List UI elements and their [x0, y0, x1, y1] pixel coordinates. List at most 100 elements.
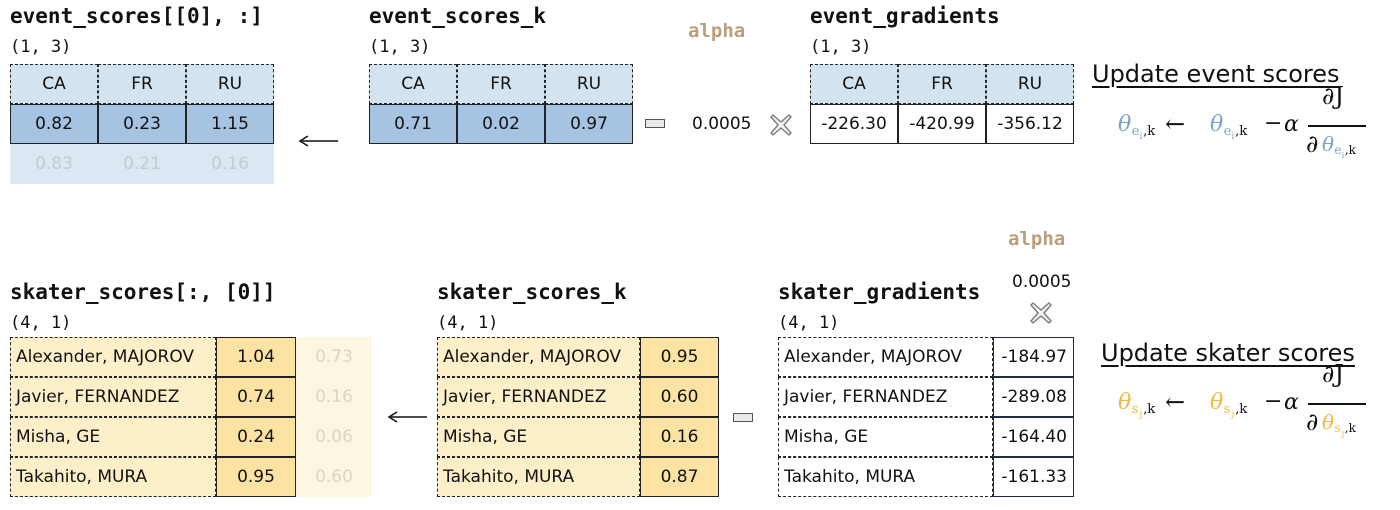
theta-denominator-index: i — [1341, 149, 1345, 160]
value-cell: 0.95 — [216, 457, 296, 497]
event-gradients-title: event_gradients — [810, 4, 1000, 28]
column-header-fr: FR — [457, 64, 545, 104]
value-cell: 0.60 — [640, 377, 719, 417]
skater-gradients-title: skater_gradients — [778, 280, 981, 304]
skater-name-cell: Alexander, MAJOROV — [10, 337, 216, 377]
event-scores-slice-table: CA FR RU 0.82 0.23 1.15 0.83 0.21 0.16 — [10, 64, 274, 185]
value-cell: 1.04 — [216, 337, 296, 377]
assign-arrow-symbol: ← — [1165, 110, 1186, 138]
theta-right-subscript: s — [1223, 402, 1231, 418]
minus-symbol: − — [1264, 111, 1283, 136]
alpha-label: alpha — [688, 20, 746, 42]
skater-scores-slice-table: Alexander, MAJOROV Javier, FERNANDEZ Misha… — [10, 337, 372, 497]
column-header-ru: RU — [986, 64, 1074, 104]
value-cell: -420.99 — [898, 104, 986, 144]
theta-denominator-symbol: θ — [1322, 132, 1335, 156]
assign-arrow-symbol: ← — [1165, 388, 1186, 416]
column-header-fr: FR — [898, 64, 986, 104]
theta-left-subscript: e — [1131, 124, 1140, 140]
theta-denominator-index: j — [1341, 427, 1345, 438]
theta-left-symbol: θ — [1118, 390, 1132, 415]
alpha-value-bottom: 0.0005 — [1012, 272, 1072, 292]
event-scores-k-title: event_scores_k — [369, 4, 547, 28]
alpha-symbol: α — [1284, 112, 1299, 137]
event-gradients-shape: (1, 3) — [810, 37, 872, 57]
previous-value-cell: 0.21 — [98, 144, 186, 184]
skater-scores-k-title: skater_scores_k — [437, 280, 627, 304]
event-scores-k-shape: (1, 3) — [369, 37, 431, 57]
value-cell: 0.02 — [457, 104, 545, 144]
value-cell: -289.08 — [993, 377, 1074, 417]
skater-scores-k-shape: (4, 1) — [437, 313, 499, 333]
value-cell: -356.12 — [986, 104, 1074, 144]
partial-symbol: ∂ — [1306, 408, 1319, 436]
previous-value-cell: 0.73 — [296, 337, 372, 377]
multiply-icon — [1030, 302, 1052, 324]
fraction-bar — [1308, 125, 1366, 127]
theta-right-k: ,k — [1235, 402, 1248, 418]
value-cell: 0.97 — [545, 104, 633, 144]
skater-name-cell: Takahito, MURA — [778, 457, 993, 497]
skater-name-cell: Misha, GE — [778, 417, 993, 457]
skater-name-cell: Misha, GE — [10, 417, 216, 457]
theta-denominator-symbol: θ — [1322, 410, 1335, 434]
skater-scores-slice-title: skater_scores[:, [0]] — [10, 280, 276, 304]
value-cell: 1.15 — [186, 104, 274, 144]
theta-right-symbol: θ — [1210, 112, 1224, 137]
skater-name-cell: Javier, FERNANDEZ — [778, 377, 993, 417]
skater-name-cell: Javier, FERNANDEZ — [10, 377, 216, 417]
theta-left-index: i — [1139, 131, 1143, 143]
event-update-formula: θ e i ,k ← θ e i ,k − α ∂J ∂ θ e i ,k — [1118, 82, 1388, 172]
skater-name-cell: Takahito, MURA — [10, 457, 216, 497]
value-cell: -226.30 — [810, 104, 898, 144]
previous-value-cell: 0.60 — [296, 457, 372, 497]
skater-name-cell: Alexander, MAJOROV — [437, 337, 640, 377]
update-skater-scores-heading: Update skater scores — [1101, 339, 1355, 367]
event-scores-slice-shape: (1, 3) — [10, 37, 72, 57]
value-cell: 0.71 — [369, 104, 457, 144]
value-cell: 0.24 — [216, 417, 296, 457]
minus-symbol: − — [1264, 389, 1283, 414]
value-cell: 0.87 — [640, 457, 719, 497]
theta-right-index: i — [1231, 131, 1235, 143]
column-header-ru: RU — [545, 64, 633, 104]
skater-name-cell: Misha, GE — [437, 417, 640, 457]
value-cell: 0.95 — [640, 337, 719, 377]
partial-symbol: ∂ — [1306, 130, 1319, 158]
column-header-ca: CA — [369, 64, 457, 104]
theta-left-index: j — [1139, 409, 1143, 421]
column-header-ru: RU — [186, 64, 274, 104]
skater-name-cell: Alexander, MAJOROV — [778, 337, 993, 377]
theta-denominator-subscript: s — [1334, 421, 1341, 435]
theta-left-symbol: θ — [1118, 112, 1132, 137]
column-header-ca: CA — [810, 64, 898, 104]
skater-name-cell: Javier, FERNANDEZ — [437, 377, 640, 417]
skater-gradients-table: Alexander, MAJOROV Javier, FERNANDEZ Misha… — [778, 337, 1074, 497]
update-event-scores-heading: Update event scores — [1092, 60, 1340, 88]
skater-scores-k-table: Alexander, MAJOROV Javier, FERNANDEZ Misha… — [437, 337, 719, 497]
theta-right-subscript: e — [1223, 124, 1232, 140]
skater-name-cell: Takahito, MURA — [437, 457, 640, 497]
alpha-label-bottom: alpha — [1008, 228, 1066, 250]
left-arrow-icon — [387, 411, 427, 423]
previous-value-cell: 0.16 — [296, 377, 372, 417]
alpha-value: 0.0005 — [692, 114, 752, 134]
skater-scores-slice-shape: (4, 1) — [10, 313, 72, 333]
multiply-icon — [770, 114, 792, 136]
theta-left-k: ,k — [1143, 124, 1156, 140]
left-arrow-icon — [298, 135, 338, 147]
partial-j: ∂J — [1322, 360, 1345, 388]
minus-icon — [733, 413, 753, 422]
value-cell: 0.74 — [216, 377, 296, 417]
value-cell: 0.82 — [10, 104, 98, 144]
previous-value-cell: 0.83 — [10, 144, 98, 184]
column-header-fr: FR — [98, 64, 186, 104]
skater-update-formula: θ s j ,k ← θ s j ,k − α ∂J ∂ θ s j ,k — [1118, 360, 1388, 450]
value-cell: -161.33 — [993, 457, 1074, 497]
previous-value-cell: 0.06 — [296, 417, 372, 457]
theta-denominator-subscript: e — [1334, 143, 1342, 157]
minus-icon — [645, 119, 665, 128]
column-header-ca: CA — [10, 64, 98, 104]
fraction-bar — [1308, 403, 1366, 405]
